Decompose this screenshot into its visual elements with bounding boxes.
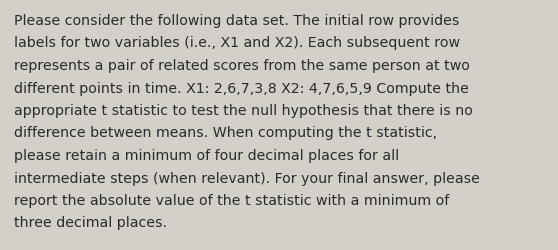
- Text: report the absolute value of the t statistic with a minimum of: report the absolute value of the t stati…: [14, 193, 449, 207]
- Text: Please consider the following data set. The initial row provides: Please consider the following data set. …: [14, 14, 459, 28]
- Text: labels for two variables (i.e., X1 and X2). Each subsequent row: labels for two variables (i.e., X1 and X…: [14, 36, 460, 50]
- Text: appropriate t statistic to test the null hypothesis that there is no: appropriate t statistic to test the null…: [14, 104, 473, 118]
- Text: intermediate steps (when relevant). For your final answer, please: intermediate steps (when relevant). For …: [14, 171, 480, 185]
- Text: please retain a minimum of four decimal places for all: please retain a minimum of four decimal …: [14, 148, 399, 162]
- Text: difference between means. When computing the t statistic,: difference between means. When computing…: [14, 126, 437, 140]
- Text: three decimal places.: three decimal places.: [14, 216, 167, 230]
- Text: represents a pair of related scores from the same person at two: represents a pair of related scores from…: [14, 59, 470, 73]
- Text: different points in time. X1: 2,6,7,3,8 X2: 4,7,6,5,9 Compute the: different points in time. X1: 2,6,7,3,8 …: [14, 81, 469, 95]
